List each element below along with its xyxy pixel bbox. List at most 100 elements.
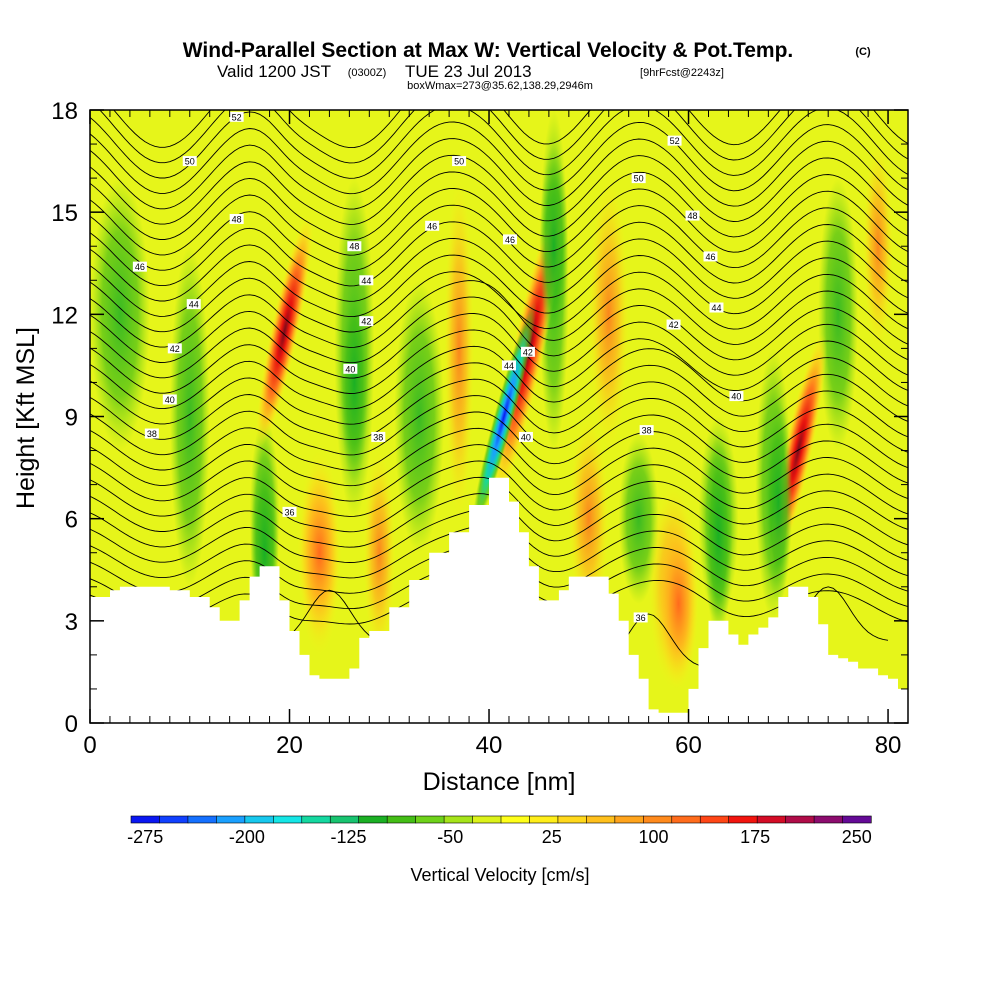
contour-label-text: 38 — [147, 429, 157, 439]
y-tick-label: 9 — [65, 405, 78, 432]
contour-label: 40 — [729, 391, 744, 402]
contour-label-bg — [132, 261, 147, 272]
theta-contour — [90, 460, 908, 517]
contour-label-text: 46 — [135, 262, 145, 272]
colorbar-swatch — [699, 815, 730, 824]
contour-label: 50 — [631, 173, 646, 184]
contour-label-text: 40 — [731, 392, 741, 402]
colorbar-swatch — [244, 815, 274, 824]
x-tick-label: 20 — [276, 732, 303, 759]
contour-label-bg — [359, 275, 374, 286]
downdraft-band — [618, 433, 659, 604]
contour-label-text: 44 — [504, 361, 514, 371]
box-info: boxWmax=273@35.62,138.29,2946m — [407, 80, 593, 92]
contour-label-text: 48 — [688, 211, 698, 221]
contour-label-text: 38 — [642, 426, 652, 436]
contour-label-bg — [729, 391, 744, 402]
contour-labels: 46 42 40 38 44 50 48 52 36 48 44 42 40 38 46 50 46 44 42 40… — [132, 111, 744, 623]
contour-label-text: 42 — [523, 347, 533, 357]
contour-label-text: 40 — [345, 364, 355, 374]
colorbar-swatch — [813, 815, 844, 824]
contour-label-text: 46 — [505, 235, 515, 245]
x-axis-label: Distance [nm] — [423, 768, 576, 796]
colorbar-swatch — [728, 815, 758, 824]
contour-label-bg — [167, 343, 182, 354]
terrain-mask — [90, 477, 908, 723]
contour-label-text: 36 — [636, 613, 646, 623]
x-tick-label: 0 — [83, 732, 96, 759]
y-tick-label: 15 — [51, 200, 78, 227]
colorbar-tick-label: 100 — [638, 827, 668, 847]
updraft-core — [256, 214, 313, 448]
colorbar-swatch — [443, 815, 474, 824]
updraft-core — [658, 518, 699, 689]
colorbar-tick-label: -275 — [127, 827, 163, 847]
colorbar-swatch — [187, 815, 217, 824]
x-tick-label: 40 — [476, 732, 503, 759]
colorbar-tick-label: -200 — [229, 827, 265, 847]
contour-label: 50 — [452, 156, 467, 167]
downdraft-core — [704, 433, 733, 638]
contour-label: 46 — [502, 234, 517, 245]
contour-label-bg — [425, 220, 440, 231]
contour-label-bg — [282, 506, 297, 517]
theta-contour — [90, 204, 908, 271]
velocity-field — [90, 110, 908, 723]
x-tick-label: 80 — [875, 732, 902, 759]
contour-label: 36 — [633, 612, 648, 623]
contour-label: 48 — [229, 213, 244, 224]
contour-label: 42 — [359, 316, 374, 327]
contour-label: 46 — [132, 261, 147, 272]
theta-contour — [90, 296, 908, 364]
theta-contour — [90, 345, 908, 410]
contour-label-bg — [229, 111, 244, 122]
downdraft-band — [90, 178, 150, 451]
contour-label-text: 46 — [705, 252, 715, 262]
contour-label-bg — [667, 135, 682, 146]
contour-label-text: 42 — [170, 344, 180, 354]
valid-prefix: Valid 1200 JST — [217, 62, 331, 81]
contour-label: 40 — [162, 394, 177, 405]
downdraft-core — [764, 399, 793, 604]
theta-contour — [90, 329, 908, 394]
theta-contour — [90, 121, 908, 195]
theta-contour — [90, 411, 908, 471]
colorbar-swatch — [842, 815, 872, 824]
contour-label-bg — [229, 213, 244, 224]
contour-label: 48 — [347, 241, 362, 252]
colorbar-swatch — [500, 815, 531, 824]
theta-contour — [90, 395, 908, 456]
y-axis-label: Height [Kft MSL] — [12, 327, 40, 509]
colorbar-tick-label: 175 — [740, 827, 770, 847]
colorbar-swatch — [159, 815, 189, 824]
contour-label-bg — [501, 360, 516, 371]
contour-label-bg — [633, 612, 648, 623]
theta-contour — [90, 237, 908, 302]
theta-contour — [90, 378, 908, 441]
downdraft-core — [471, 301, 537, 532]
theta-contour — [113, 110, 908, 149]
valid-forecast: [9hrFcst@2243z] — [640, 67, 724, 79]
downdraft-band — [818, 178, 859, 451]
contour-label-text: 50 — [634, 174, 644, 184]
contour-label-text: 48 — [349, 242, 359, 252]
contour-label-text: 38 — [373, 432, 383, 442]
theta-contour — [90, 427, 908, 487]
contour-label-bg — [709, 302, 724, 313]
theta-contour — [90, 188, 908, 256]
contour-label: 42 — [666, 319, 681, 330]
colorbar-swatch — [386, 815, 417, 824]
contour-label-bg — [371, 431, 386, 442]
contour-label-text: 46 — [427, 221, 437, 231]
theta-contour — [90, 254, 908, 318]
contour-label-text: 50 — [454, 157, 464, 167]
colorbar-swatch — [529, 815, 559, 824]
contour-label-text: 42 — [669, 320, 679, 330]
colorbar-swatch — [358, 815, 388, 824]
y-tick-label: 12 — [51, 302, 78, 329]
downdraft-core — [340, 280, 369, 485]
contour-label-bg — [162, 394, 177, 405]
y-tick-label: 0 — [65, 711, 78, 738]
contour-label: 38 — [371, 431, 386, 442]
